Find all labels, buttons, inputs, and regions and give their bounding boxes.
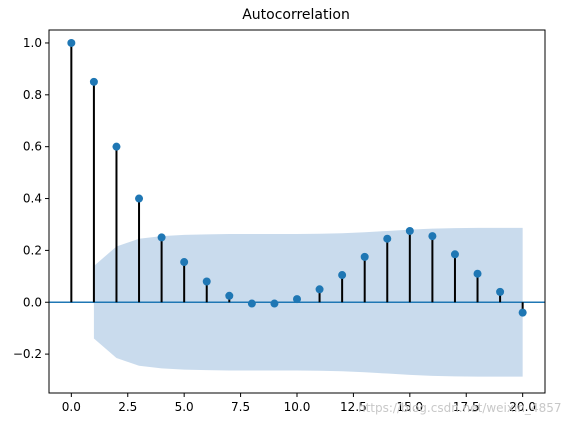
acf-point-lag-12 (338, 271, 347, 280)
y-tick-label: 0.6 (23, 140, 42, 154)
acf-point-lag-8 (247, 299, 256, 308)
acf-point-lag-1 (89, 77, 98, 86)
y-tick-label: 0.4 (23, 192, 42, 206)
acf-point-lag-15 (405, 226, 414, 235)
y-tick-label: 0.0 (23, 295, 42, 309)
acf-point-lag-6 (202, 277, 211, 286)
x-tick-label: 0.0 (62, 400, 81, 414)
y-tick-label: 1.0 (23, 36, 42, 50)
acf-point-lag-10 (293, 295, 301, 304)
x-tick-label: 7.5 (231, 400, 250, 414)
acf-point-lag-16 (428, 232, 437, 241)
watermark-text: https://blog.csdn.net/weixin_4857 (358, 401, 561, 415)
markers-layer (67, 38, 527, 317)
y-tick-label: 0.8 (23, 88, 42, 102)
x-tick-label: 12.5 (340, 400, 367, 414)
acf-point-lag-14 (383, 234, 392, 243)
acf-point-lag-2 (112, 142, 121, 151)
y-tick-label: −0.2 (13, 347, 42, 361)
acf-point-lag-9 (270, 299, 279, 308)
acf-point-lag-19 (496, 287, 505, 296)
acf-point-lag-0 (67, 38, 76, 47)
x-tick-label: 15.0 (396, 400, 423, 414)
x-tick-label: 17.5 (453, 400, 480, 414)
x-tick-label: 20.0 (509, 400, 536, 414)
y-tick-label: 0.2 (23, 243, 42, 257)
chart-title: Autocorrelation (242, 7, 350, 23)
x-tick-label: 2.5 (118, 400, 137, 414)
acf-point-lag-17 (450, 250, 459, 259)
x-tick-label: 10.0 (284, 400, 311, 414)
acf-point-lag-7 (225, 291, 234, 300)
y-ticks-layer: −0.2 0.0 0.2 0.4 0.6 0.8 1.0 (13, 36, 49, 361)
acf-point-lag-13 (360, 252, 369, 261)
acf-point-lag-18 (473, 269, 482, 278)
x-tick-label: 5.0 (175, 400, 194, 414)
x-ticks-layer: 0.0 2.5 5.0 7.5 10.0 12.5 15.0 17.5 20.0 (62, 393, 536, 414)
acf-point-lag-11 (315, 285, 324, 294)
acf-point-lag-3 (135, 194, 144, 203)
acf-point-lag-5 (180, 258, 189, 267)
acf-point-lag-4 (157, 233, 166, 242)
acf-point-lag-20 (518, 308, 527, 317)
